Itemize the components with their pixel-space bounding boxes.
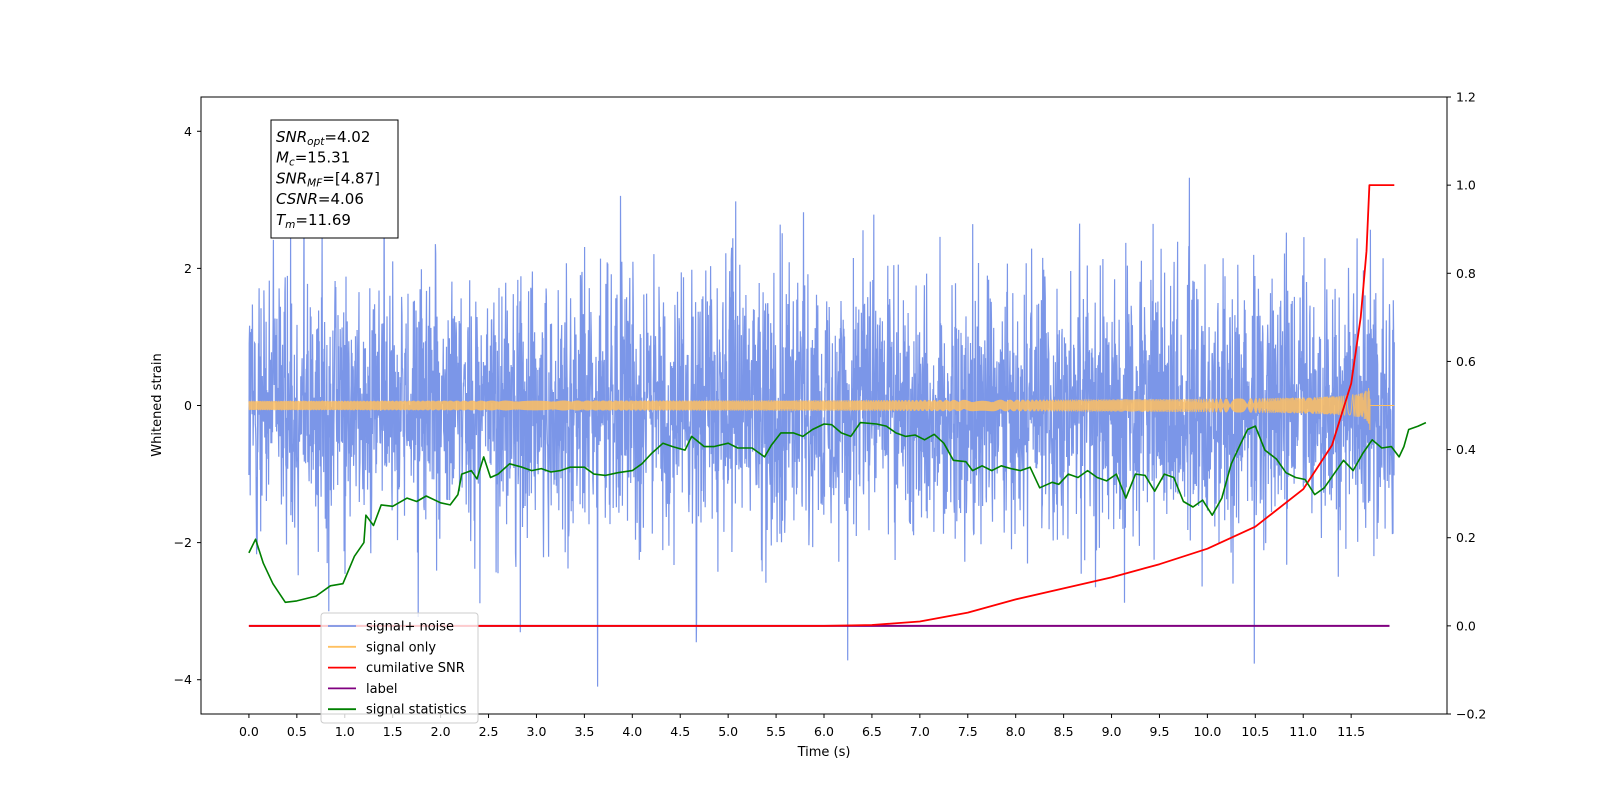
annotation-box: SNRopt=4.02Mc=15.31SNRMF=[4.87]CSNR=4.06… (270, 119, 399, 239)
x-tick-label: 0.5 (287, 724, 307, 739)
x-tick-label: 5.0 (718, 724, 738, 739)
annotation-line: CSNR=4.06 (276, 190, 364, 208)
x-tick-label: 8.0 (1006, 724, 1026, 739)
y-axis-label: Whitened strain (150, 353, 165, 456)
x-tick-label: 10.0 (1193, 724, 1221, 739)
series-signal-only (248, 387, 1371, 431)
y-left-tick-label: −2 (174, 535, 192, 550)
x-tick-label: 2.5 (479, 724, 499, 739)
x-tick-label: 6.5 (862, 724, 882, 739)
y-left-tick-label: −4 (174, 672, 192, 687)
y-left-tick-label: 0 (184, 398, 192, 413)
series-cumulative-snr (248, 184, 1395, 627)
x-tick-label: 5.5 (766, 724, 786, 739)
legend-label: label (366, 682, 397, 697)
x-tick-label: 11.0 (1289, 724, 1317, 739)
legend: signal+ noise signal only cumilative SNR la… (320, 612, 479, 724)
x-tick-label: 3.5 (574, 724, 594, 739)
y-left-tick-label: 4 (184, 124, 192, 139)
y-left-tick-label: 2 (184, 261, 192, 276)
x-tick-label: 4.5 (670, 724, 690, 739)
y-right-tick-label: 1.2 (1456, 90, 1476, 105)
x-axis-label: Time (s) (797, 745, 851, 760)
annotation-line: Tm=11.69 (276, 211, 351, 231)
x-tick-label: 8.5 (1054, 724, 1074, 739)
y-right-tick-label: −0.2 (1456, 707, 1486, 722)
legend-label: signal only (366, 640, 436, 655)
y-right-tick-label: 0.4 (1456, 442, 1476, 457)
x-tick-label: 1.0 (335, 724, 355, 739)
x-tick-label: 0.0 (239, 724, 259, 739)
x-tick-label: 4.0 (622, 724, 642, 739)
y-right-tick-label: 0.0 (1456, 618, 1476, 633)
annotation-line: SNRopt=4.02 (276, 128, 370, 148)
x-tick-label: 7.5 (958, 724, 978, 739)
annotation-line: Mc=15.31 (276, 149, 350, 169)
y-right-tick-label: 0.6 (1456, 354, 1476, 369)
series-signal-statistics (248, 421, 1427, 604)
legend-frame (320, 612, 479, 724)
annotation-line: SNRMF=[4.87] (276, 169, 380, 189)
y-right-tick-label: 1.0 (1456, 178, 1476, 193)
y-right-tick-label: 0.8 (1456, 266, 1476, 281)
x-tick-label: 2.0 (431, 724, 451, 739)
x-tick-label: 6.0 (814, 724, 834, 739)
legend-label: signal+ noise (366, 620, 454, 635)
x-tick-label: 10.5 (1241, 724, 1269, 739)
x-tick-label: 9.0 (1102, 724, 1122, 739)
x-tick-label: 7.0 (910, 724, 930, 739)
y-right-tick-label: 0.2 (1456, 530, 1476, 545)
x-tick-label: 1.5 (383, 724, 403, 739)
series-signal-noise (248, 146, 1395, 687)
x-tick-label: 9.5 (1150, 724, 1170, 739)
x-tick-label: 3.0 (527, 724, 547, 739)
legend-label: signal statistics (366, 703, 467, 718)
annotation-frame (270, 119, 399, 239)
x-tick-label: 11.5 (1337, 724, 1365, 739)
legend-label: cumilative SNR (366, 661, 465, 676)
